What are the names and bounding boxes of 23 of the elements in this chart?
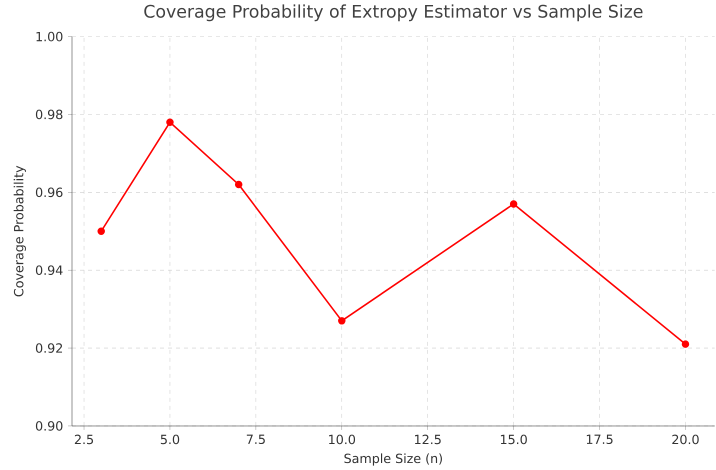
point	[97, 227, 105, 235]
x-tick-label: 7.5	[246, 434, 265, 444]
x-tick-label: 5.0	[160, 434, 180, 444]
y-tick-label: 0.96	[36, 187, 62, 198]
point	[166, 118, 174, 126]
chart-title: Coverage Probability of Extropy Estimator vs Sample Size	[144, 4, 642, 22]
y-tick-label: 0.92	[36, 343, 62, 353]
x-tick-label: 2.5	[74, 434, 94, 444]
x-tick-label: 10.0	[329, 434, 356, 444]
y-tick-label: 0.98	[36, 110, 62, 120]
point	[510, 200, 518, 208]
point	[338, 317, 346, 325]
y-tick-label: 1.00	[36, 32, 62, 42]
x-tick-label: 20.0	[672, 434, 699, 444]
x-tick-label: 12.5	[415, 434, 441, 444]
point	[682, 340, 690, 348]
y-tick-label: 0.94	[36, 265, 63, 275]
y-axis-title: Coverage Probability	[14, 166, 26, 296]
x-axis-title: Sample Size (n)	[344, 453, 442, 466]
y-tick-label: 0.90	[36, 421, 62, 431]
x-tick-label: 15.0	[500, 434, 527, 444]
x-tick-label: 17.5	[586, 434, 613, 444]
point	[234, 180, 242, 188]
